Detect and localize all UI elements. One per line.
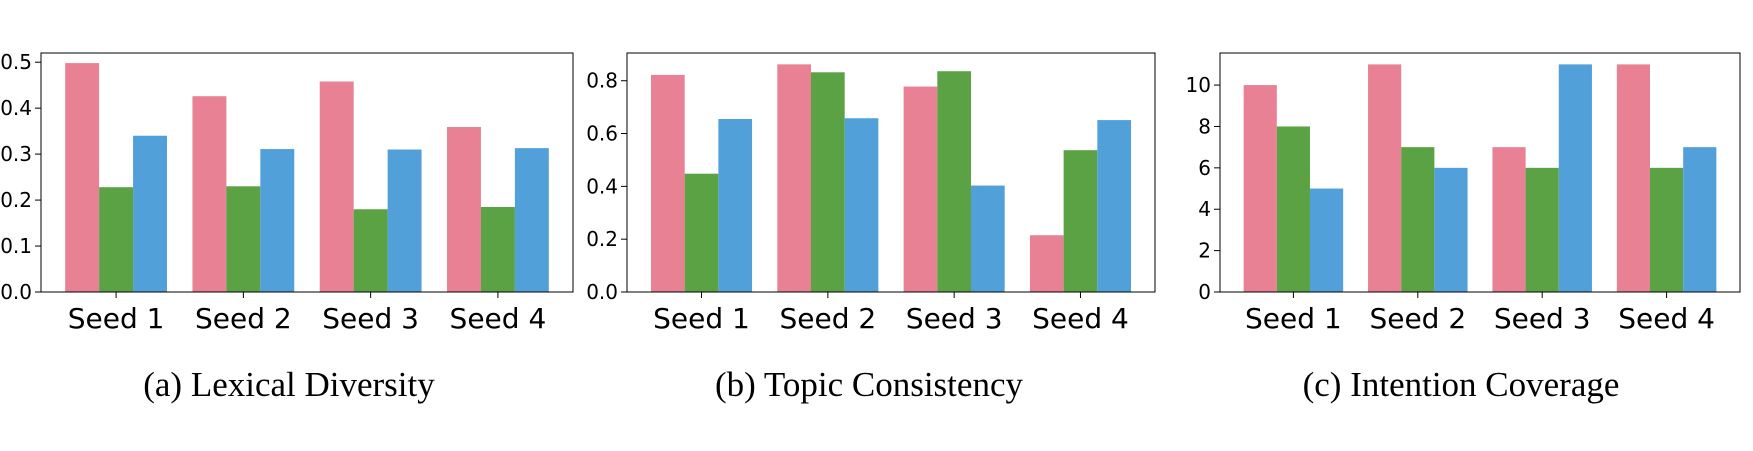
bar-seed-1-series-1 — [651, 74, 685, 292]
y-tick-label: 0.2 — [0, 188, 32, 212]
bar-seed-4-series-2 — [1063, 150, 1098, 292]
x-category-label: Seed 4 — [1618, 302, 1715, 335]
chart-caption: (b) Topic Consistency — [715, 365, 1023, 404]
x-category-label: Seed 4 — [1032, 302, 1129, 335]
bar-seed-4-series-1 — [1616, 64, 1651, 292]
y-tick-label: 0.0 — [0, 280, 32, 304]
bar-seed-3-series-1 — [319, 81, 354, 292]
y-tick-label: 8 — [1198, 114, 1211, 138]
axes-frame — [626, 52, 1156, 293]
bar-seed-4-series-3 — [514, 148, 549, 292]
chart-panel-lexical-diversity: 0.0 0.1 0.2 0.3 0.4 0.5 Seed 1 Seed 2 Seed 3 Seed… — [0, 50, 574, 404]
x-category-label: Seed 1 — [68, 302, 165, 335]
x-category-label: Seed 3 — [1494, 302, 1591, 335]
bar-seed-4-series-2 — [480, 206, 515, 292]
bar-seed-1-series-2 — [99, 187, 134, 292]
bar-seed-3-series-3 — [971, 185, 1005, 292]
bar-seed-1-series-2 — [1276, 126, 1310, 293]
y-tick-label: 0.2 — [586, 227, 618, 251]
bar-seed-1-series-2 — [684, 173, 719, 292]
bar-seed-3-series-2 — [353, 209, 388, 292]
x-category-label: Seed 3 — [906, 302, 1003, 335]
bar-seed-3-series-3 — [1558, 64, 1592, 292]
x-category-label: Seed 2 — [195, 302, 292, 335]
bar-seed-2-series-2 — [226, 186, 261, 292]
bar-seed-2-series-3 — [844, 118, 879, 292]
bar-seed-4-series-2 — [1650, 167, 1684, 292]
x-category-label: Seed 3 — [322, 302, 419, 335]
x-category-label: Seed 2 — [779, 302, 876, 335]
bar-seed-4-series-1 — [447, 127, 481, 292]
bar-seed-3-series-2 — [937, 71, 971, 292]
bar-seed-2-series-1 — [1368, 64, 1402, 292]
y-tick-label: 0.0 — [586, 280, 618, 304]
bar-seed-4-series-3 — [1683, 147, 1717, 292]
y-tick-label: 0.3 — [0, 142, 32, 166]
bar-seed-3-series-3 — [387, 149, 422, 292]
bar-seed-3-series-2 — [1525, 167, 1559, 292]
y-tick-label: 0.6 — [586, 122, 618, 146]
y-tick-label: 10 — [1186, 73, 1211, 97]
y-tick-label: 0.5 — [0, 50, 32, 74]
y-tick-label: 6 — [1198, 156, 1211, 180]
bar-seed-3-series-1 — [903, 86, 938, 292]
chart-panel-topic-consistency: 0.0 0.2 0.4 0.6 0.8 Seed 1 Seed 2 Seed 3 Seed 4 (… — [586, 52, 1156, 404]
bar-seed-2-series-1 — [192, 96, 227, 292]
bar-seed-4-series-1 — [1029, 235, 1064, 292]
bar-seed-1-series-1 — [65, 63, 100, 292]
chart-caption: (c) Intention Coverage — [1303, 365, 1620, 404]
y-tick-label: 4 — [1198, 197, 1211, 221]
chart-panel-intention-coverage: 0 2 4 6 8 10 Seed 1 Seed 2 Seed 3 Seed 4 (c) Inten… — [1186, 52, 1741, 404]
bar-seed-2-series-2 — [811, 72, 845, 292]
bar-seed-1-series-3 — [718, 119, 753, 293]
bar-seed-2-series-2 — [1401, 147, 1435, 292]
bar-seed-2-series-3 — [1434, 167, 1468, 292]
bar-seed-3-series-1 — [1492, 147, 1526, 292]
x-category-label: Seed 4 — [450, 302, 547, 335]
bar-seed-1-series-3 — [1309, 188, 1344, 292]
bar-seed-4-series-3 — [1097, 120, 1131, 292]
y-tick-label: 2 — [1198, 239, 1211, 263]
y-tick-label: 0.8 — [586, 69, 618, 93]
y-tick-label: 0.4 — [0, 96, 32, 120]
bar-seed-1-series-1 — [1243, 85, 1277, 292]
y-tick-label: 0.4 — [586, 174, 618, 198]
axes-frame — [1219, 52, 1741, 293]
bar-seed-1-series-3 — [133, 135, 167, 292]
axes-frame — [40, 52, 574, 293]
chart-caption: (a) Lexical Diversity — [143, 365, 435, 404]
bar-seed-2-series-3 — [260, 149, 295, 292]
x-category-label: Seed 1 — [1245, 302, 1342, 335]
y-tick-label: 0 — [1198, 280, 1211, 304]
x-category-label: Seed 2 — [1369, 302, 1466, 335]
x-category-label: Seed 1 — [653, 302, 750, 335]
bar-seed-2-series-1 — [777, 64, 811, 292]
y-tick-label: 0.1 — [0, 234, 32, 258]
